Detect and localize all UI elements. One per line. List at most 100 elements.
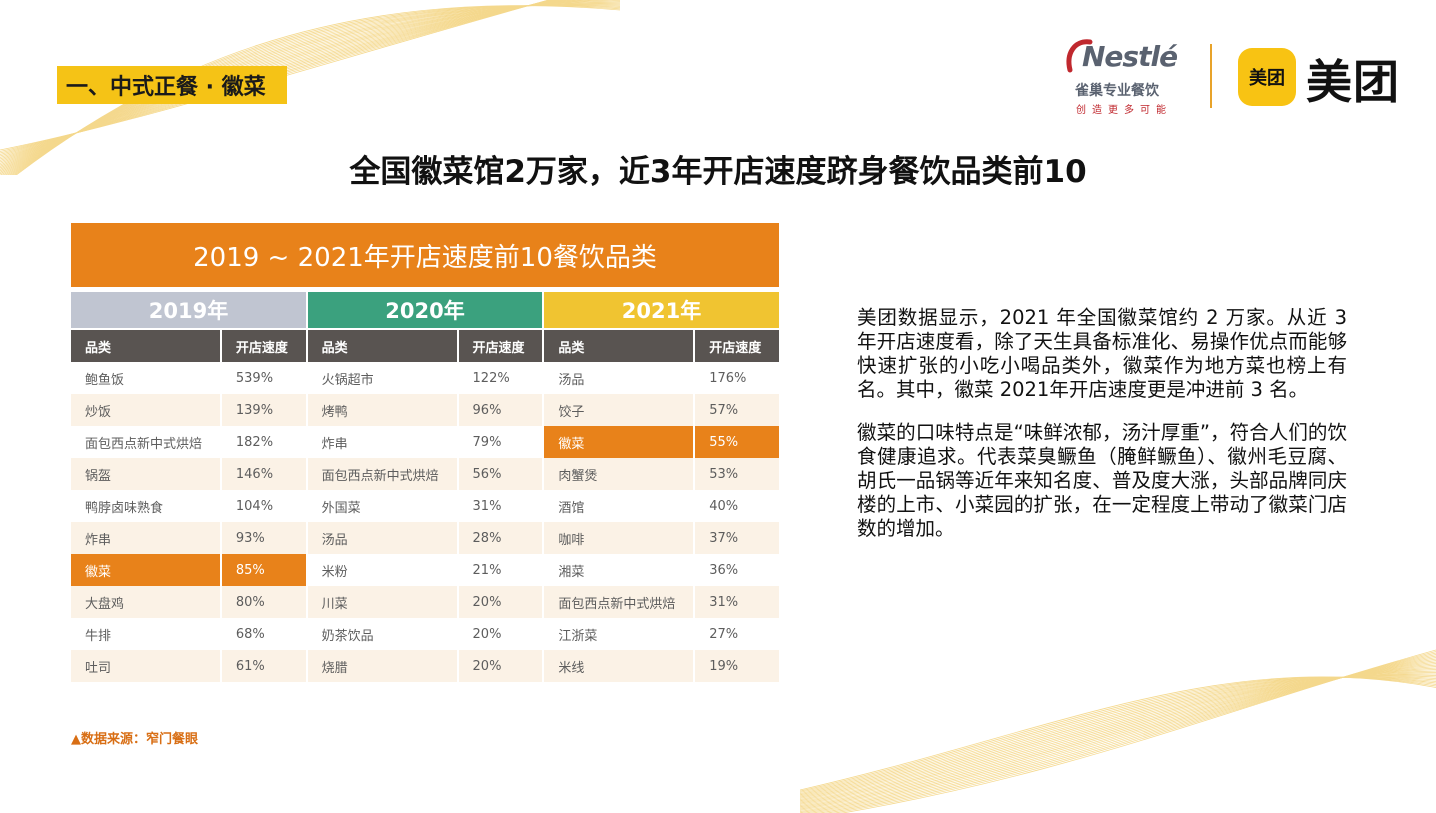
page-title: 全国徽菜馆2万家，近3年开店速度跻身餐饮品类前10 bbox=[349, 154, 1087, 190]
rate-cell: 139% bbox=[221, 394, 306, 426]
data-source-note: ▲数据来源：窄门餐眼 bbox=[71, 732, 198, 747]
rate-cell: 539% bbox=[221, 362, 306, 394]
rate-cell: 37% bbox=[695, 522, 779, 554]
rate-cell: 20% bbox=[458, 650, 543, 682]
table-row: 炒饭 139% 烤鸭 96% 饺子 57% bbox=[71, 394, 779, 426]
category-cell: 吐司 bbox=[71, 650, 220, 682]
rate-cell: 31% bbox=[695, 586, 779, 618]
decorative-lines-bottom-right bbox=[800, 649, 1436, 813]
category-cell: 锅盔 bbox=[71, 458, 220, 490]
column-header-rate: 开店速度 bbox=[458, 330, 543, 362]
rate-cell: 55% bbox=[695, 426, 779, 458]
category-cell: 饺子 bbox=[544, 394, 694, 426]
column-header-rate: 开店速度 bbox=[695, 330, 779, 362]
category-cell: 烤鸭 bbox=[307, 394, 457, 426]
category-cell: 米线 bbox=[544, 650, 694, 682]
rate-cell: 20% bbox=[458, 618, 543, 650]
paragraph-1: 美团数据显示，2021 年全国徽菜馆约 2 万家。从近 3 年开店速度看，除了天… bbox=[857, 306, 1347, 401]
category-cell: 烧腊 bbox=[307, 650, 457, 682]
rate-cell: 85% bbox=[221, 554, 306, 586]
category-cell: 面包西点新中式烘焙 bbox=[544, 586, 694, 618]
rate-cell: 68% bbox=[221, 618, 306, 650]
rate-cell: 31% bbox=[458, 490, 543, 522]
category-cell: 外国菜 bbox=[307, 490, 457, 522]
rate-cell: 61% bbox=[221, 650, 306, 682]
table-row: 炸串 93% 汤品 28% 咖啡 37% bbox=[71, 522, 779, 554]
category-cell: 炸串 bbox=[307, 426, 457, 458]
logo-divider bbox=[1210, 44, 1212, 108]
rate-cell: 19% bbox=[695, 650, 779, 682]
logo-group: Nestlé 雀巢专业餐饮 创造更多可能 美团 美团 bbox=[1062, 34, 1407, 116]
nestle-swoosh-icon bbox=[1066, 39, 1093, 73]
category-cell: 米粉 bbox=[307, 554, 457, 586]
rate-cell: 20% bbox=[458, 586, 543, 618]
column-header-category: 品类 bbox=[307, 330, 457, 362]
table-row: 吐司 61% 烧腊 20% 米线 19% bbox=[71, 650, 779, 682]
category-cell: 火锅超市 bbox=[307, 362, 457, 394]
category-cell: 面包西点新中式烘焙 bbox=[307, 458, 457, 490]
category-cell: 徽菜 bbox=[71, 554, 220, 586]
year-header-2020: 2020年 bbox=[308, 292, 542, 328]
table-row: 大盘鸡 80% 川菜 20% 面包西点新中式烘焙 31% bbox=[71, 586, 779, 618]
rate-cell: 27% bbox=[695, 618, 779, 650]
column-header-row: 品类 开店速度 品类 开店速度 品类 开店速度 bbox=[71, 330, 779, 362]
rate-cell: 53% bbox=[695, 458, 779, 490]
rate-cell: 176% bbox=[695, 362, 779, 394]
category-cell: 酒馆 bbox=[544, 490, 694, 522]
description-text: 美团数据显示，2021 年全国徽菜馆约 2 万家。从近 3 年开店速度看，除了天… bbox=[857, 306, 1347, 560]
table-title: 2019 ~ 2021年开店速度前10餐饮品类 bbox=[71, 223, 779, 287]
category-cell: 炸串 bbox=[71, 522, 220, 554]
year-header-row: 2019年 2020年 2021年 bbox=[71, 292, 779, 328]
year-header-2019: 2019年 bbox=[71, 292, 306, 328]
rate-cell: 182% bbox=[221, 426, 306, 458]
category-cell: 鲍鱼饭 bbox=[71, 362, 220, 394]
year-header-2021: 2021年 bbox=[544, 292, 779, 328]
rate-cell: 96% bbox=[458, 394, 543, 426]
rate-cell: 79% bbox=[458, 426, 543, 458]
category-cell: 江浙菜 bbox=[544, 618, 694, 650]
rate-cell: 36% bbox=[695, 554, 779, 586]
category-cell: 徽菜 bbox=[544, 426, 694, 458]
category-cell: 面包西点新中式烘焙 bbox=[71, 426, 220, 458]
table-row: 面包西点新中式烘焙 182% 炸串 79% 徽菜 55% bbox=[71, 426, 779, 458]
category-cell: 川菜 bbox=[307, 586, 457, 618]
rate-cell: 40% bbox=[695, 490, 779, 522]
rate-cell: 21% bbox=[458, 554, 543, 586]
meituan-wordmark: 美团 bbox=[1306, 55, 1400, 109]
column-header-category: 品类 bbox=[71, 330, 220, 362]
category-cell: 咖啡 bbox=[544, 522, 694, 554]
nestle-slogan: 创造更多可能 bbox=[1076, 105, 1172, 116]
category-cell: 炒饭 bbox=[71, 394, 220, 426]
category-cell: 牛排 bbox=[71, 618, 220, 650]
ranking-table-panel: 2019 ~ 2021年开店速度前10餐饮品类 2019年 2020年 2021… bbox=[71, 223, 779, 682]
table-row: 鸭脖卤味熟食 104% 外国菜 31% 酒馆 40% bbox=[71, 490, 779, 522]
rate-cell: 104% bbox=[221, 490, 306, 522]
table-row: 锅盔 146% 面包西点新中式烘焙 56% 肉蟹煲 53% bbox=[71, 458, 779, 490]
table-row: 鲍鱼饭 539% 火锅超市 122% 汤品 176% bbox=[71, 362, 779, 394]
category-cell: 鸭脖卤味熟食 bbox=[71, 490, 220, 522]
category-cell: 汤品 bbox=[544, 362, 694, 394]
rate-cell: 93% bbox=[221, 522, 306, 554]
category-cell: 肉蟹煲 bbox=[544, 458, 694, 490]
category-cell: 奶茶饮品 bbox=[307, 618, 457, 650]
rate-cell: 28% bbox=[458, 522, 543, 554]
rate-cell: 146% bbox=[221, 458, 306, 490]
category-cell: 湘菜 bbox=[544, 554, 694, 586]
table-row: 徽菜 85% 米粉 21% 湘菜 36% bbox=[71, 554, 779, 586]
rate-cell: 122% bbox=[458, 362, 543, 394]
column-header-category: 品类 bbox=[544, 330, 694, 362]
nestle-logo-text: Nestlé bbox=[1082, 40, 1178, 73]
nestle-subtitle: 雀巢专业餐饮 bbox=[1075, 83, 1159, 99]
section-tag: 一、中式正餐 · 徽菜 bbox=[57, 66, 287, 104]
ranking-table: 品类 开店速度 品类 开店速度 品类 开店速度 鲍鱼饭 539% 火锅超市 122% 汤… bbox=[69, 330, 781, 682]
table-row: 牛排 68% 奶茶饮品 20% 江浙菜 27% bbox=[71, 618, 779, 650]
column-header-rate: 开店速度 bbox=[221, 330, 306, 362]
rate-cell: 57% bbox=[695, 394, 779, 426]
rate-cell: 56% bbox=[458, 458, 543, 490]
meituan-badge-logo: 美团 bbox=[1238, 48, 1296, 106]
category-cell: 大盘鸡 bbox=[71, 586, 220, 618]
rate-cell: 80% bbox=[221, 586, 306, 618]
paragraph-2: 徽菜的口味特点是“味鲜浓郁，汤汁厚重”，符合人们的饮食健康追求。代表菜臭鳜鱼（腌… bbox=[857, 421, 1347, 540]
category-cell: 汤品 bbox=[307, 522, 457, 554]
decorative-lines-top-left bbox=[0, 0, 620, 175]
